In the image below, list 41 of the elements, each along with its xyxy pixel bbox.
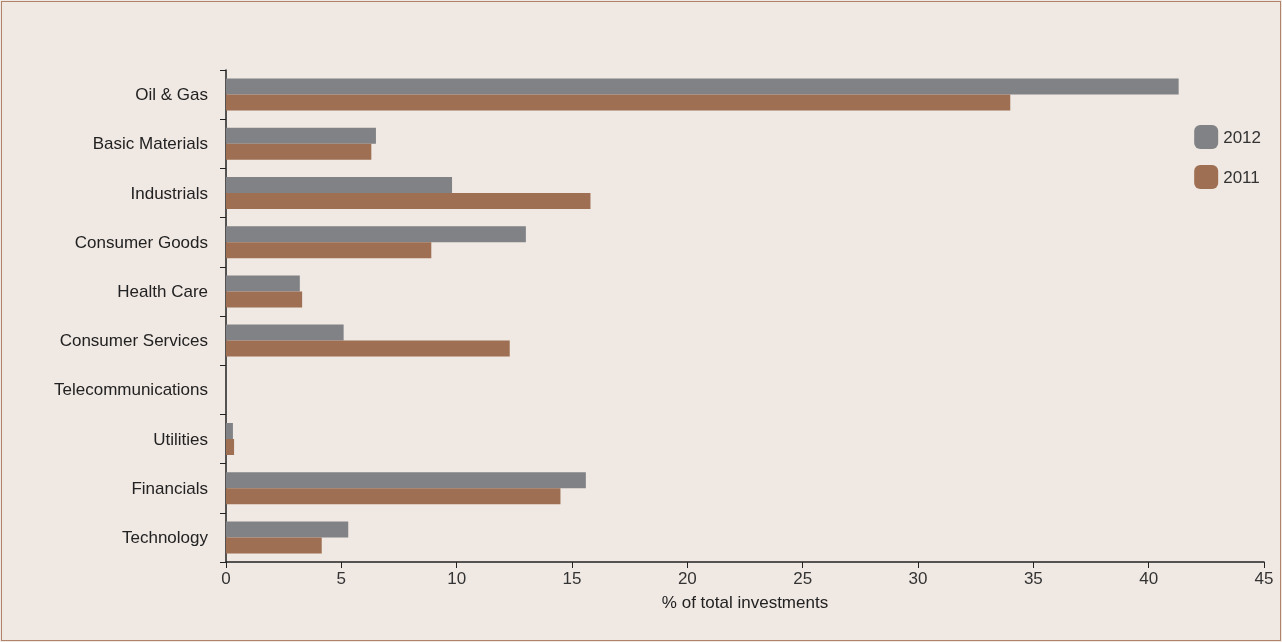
bar (226, 472, 586, 489)
x-tick-label: 30 (908, 569, 928, 588)
y-tick-label: Financials (131, 478, 208, 498)
y-tick-label: Health Care (117, 281, 208, 301)
x-tick-label: 5 (336, 569, 347, 588)
bar (226, 127, 376, 144)
bar (226, 193, 591, 209)
bar (226, 177, 453, 193)
x-tick-label: 0 (221, 569, 231, 588)
y-tick-label: Oil & Gas (135, 85, 208, 105)
bar (226, 94, 1011, 111)
bar (226, 78, 1179, 95)
x-tick-label: 40 (1139, 569, 1159, 588)
bar (226, 324, 344, 341)
y-tick-label: Telecommunications (53, 380, 208, 400)
bar (226, 423, 233, 439)
bar (226, 439, 235, 455)
legend-label: 2011 (1223, 167, 1260, 187)
bar (226, 340, 510, 357)
y-tick-label: Industrials (130, 183, 208, 203)
x-axis-title: % of total investments (661, 593, 829, 612)
x-tick-label: 45 (1254, 569, 1274, 588)
x-tick-label: 15 (562, 569, 582, 588)
bar (226, 226, 526, 243)
legend-label: 2012 (1223, 127, 1262, 147)
x-tick-label: 35 (1023, 569, 1043, 588)
y-tick-label: Consumer Services (59, 331, 208, 351)
bar (226, 521, 349, 538)
bar (226, 488, 561, 505)
bar (226, 275, 300, 292)
x-tick-label: 20 (677, 569, 697, 588)
x-tick-label: 10 (447, 569, 467, 588)
y-tick-label: Consumer Goods (74, 232, 208, 252)
bar (226, 537, 322, 554)
y-tick-label: Technology (121, 527, 209, 547)
bar (226, 242, 432, 259)
bar (226, 143, 372, 160)
bar (226, 291, 303, 308)
y-tick-label: Utilities (153, 429, 208, 449)
x-tick-label: 25 (793, 569, 813, 588)
y-tick-label: Basic Materials (92, 134, 208, 154)
